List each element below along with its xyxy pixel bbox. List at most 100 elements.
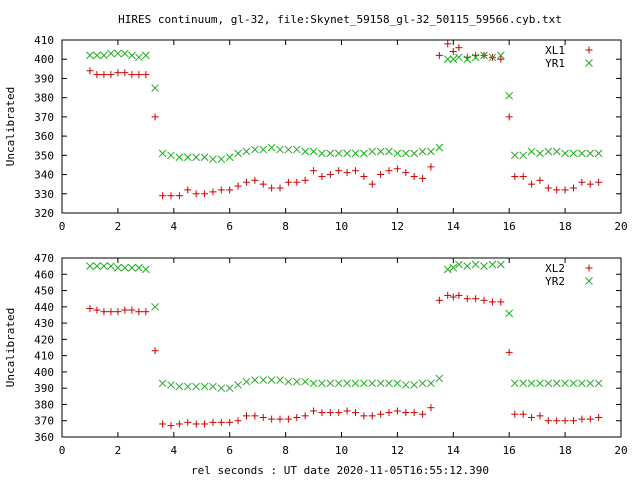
- data-point-plus: [472, 295, 480, 303]
- data-point-plus: [276, 184, 284, 192]
- data-point-plus: [259, 180, 267, 188]
- data-point-plus: [217, 418, 225, 426]
- data-point-plus: [427, 404, 435, 412]
- data-point-cross: [334, 379, 343, 388]
- legend-label: YR1: [545, 57, 565, 70]
- data-point-cross: [360, 149, 368, 158]
- data-point-cross: [86, 51, 94, 60]
- x-tick-label: 2: [115, 444, 122, 457]
- data-point-plus: [167, 192, 175, 200]
- bottom-panel: 360 370 380 390 400 410 420 430 440 450 460 470 0 2 4 6…: [4, 252, 628, 457]
- y-axis-label: Uncalibrated: [4, 308, 17, 387]
- data-point-cross: [200, 153, 209, 162]
- data-point-cross: [242, 147, 251, 156]
- data-point-plus: [135, 71, 143, 79]
- data-point-plus: [393, 407, 401, 415]
- y-tick-label: 340: [34, 169, 54, 182]
- y-tick-label: 330: [34, 188, 54, 201]
- figure-title: HIRES continuum, gl-32, file:Skynet_5915…: [118, 13, 562, 26]
- data-point-plus: [175, 192, 183, 200]
- data-point-cross: [86, 262, 94, 270]
- data-point-plus: [310, 407, 318, 415]
- data-point-plus: [511, 172, 519, 180]
- data-point-cross: [251, 145, 259, 154]
- data-point-cross: [418, 147, 427, 156]
- x-tick-label: 16: [503, 220, 516, 233]
- data-point-plus: [201, 420, 209, 428]
- data-point-cross: [175, 153, 184, 162]
- data-point-cross: [427, 379, 435, 388]
- data-point-plus: [114, 308, 122, 316]
- data-point-plus: [553, 417, 561, 425]
- data-point-cross: [326, 379, 335, 388]
- data-point-cross: [496, 260, 505, 269]
- data-point-cross: [569, 149, 578, 158]
- data-point-plus: [368, 412, 376, 420]
- data-point-cross: [496, 51, 505, 60]
- data-point-cross: [480, 262, 488, 270]
- data-point-cross: [167, 151, 175, 160]
- data-point-plus: [293, 413, 301, 421]
- data-point-cross: [544, 379, 553, 388]
- data-point-plus: [142, 71, 150, 79]
- data-point-plus: [335, 409, 343, 417]
- data-point-plus: [343, 407, 351, 415]
- y-tick-label: 390: [34, 72, 54, 85]
- data-point-plus: [360, 412, 368, 420]
- data-point-plus: [488, 298, 496, 306]
- data-point-plus: [242, 412, 250, 420]
- data-point-plus: [284, 178, 292, 186]
- data-point-plus: [268, 184, 276, 192]
- y-axis-label: Uncalibrated: [4, 87, 17, 166]
- legend-marker: [585, 46, 593, 54]
- data-point-cross: [480, 51, 488, 60]
- x-tick-label: 14: [447, 220, 461, 233]
- data-point-cross: [121, 49, 129, 58]
- y-tick-label: 450: [34, 285, 54, 298]
- data-point-cross: [183, 382, 192, 391]
- data-point-cross: [536, 379, 544, 388]
- x-tick-label: 8: [282, 220, 289, 233]
- data-point-cross: [158, 149, 167, 158]
- data-point-plus: [463, 295, 471, 303]
- legend-marker: [585, 59, 593, 67]
- data-point-cross: [510, 151, 519, 160]
- top-panel: 320 330 340 350 360 370 380 390 400 410 0 2 4 6 8 10 12 1…: [4, 34, 628, 233]
- data-point-plus: [553, 186, 561, 194]
- data-point-cross: [569, 379, 578, 388]
- data-point-plus: [544, 184, 552, 192]
- data-point-cross: [167, 381, 175, 389]
- data-point-cross: [393, 149, 402, 158]
- data-point-plus: [159, 420, 167, 428]
- data-point-cross: [217, 384, 226, 393]
- data-point-cross: [343, 149, 351, 158]
- y-tick-label: 370: [34, 111, 54, 124]
- data-point-plus: [561, 186, 569, 194]
- data-point-plus: [201, 190, 209, 198]
- data-point-cross: [234, 381, 242, 389]
- data-point-cross: [410, 381, 419, 389]
- data-point-cross: [594, 379, 603, 388]
- data-point-cross: [471, 53, 480, 62]
- data-point-cross: [209, 382, 217, 391]
- data-point-cross: [510, 379, 519, 388]
- data-point-cross: [326, 149, 335, 158]
- data-point-cross: [443, 265, 452, 274]
- data-point-cross: [292, 145, 301, 154]
- data-point-cross: [527, 147, 536, 156]
- data-point-cross: [578, 379, 586, 388]
- data-point-cross: [410, 149, 419, 158]
- data-point-plus: [385, 167, 393, 175]
- x-tick-label: 4: [170, 444, 177, 457]
- data-point-cross: [455, 260, 463, 269]
- data-point-plus: [209, 418, 217, 426]
- x-tick-label: 20: [614, 444, 627, 457]
- y-tick-label: 320: [34, 207, 54, 220]
- data-point-plus: [377, 171, 385, 179]
- data-point-plus: [410, 172, 418, 180]
- data-point-cross: [234, 149, 242, 158]
- data-point-plus: [175, 420, 183, 428]
- data-point-plus: [480, 296, 488, 304]
- data-point-plus: [351, 409, 359, 417]
